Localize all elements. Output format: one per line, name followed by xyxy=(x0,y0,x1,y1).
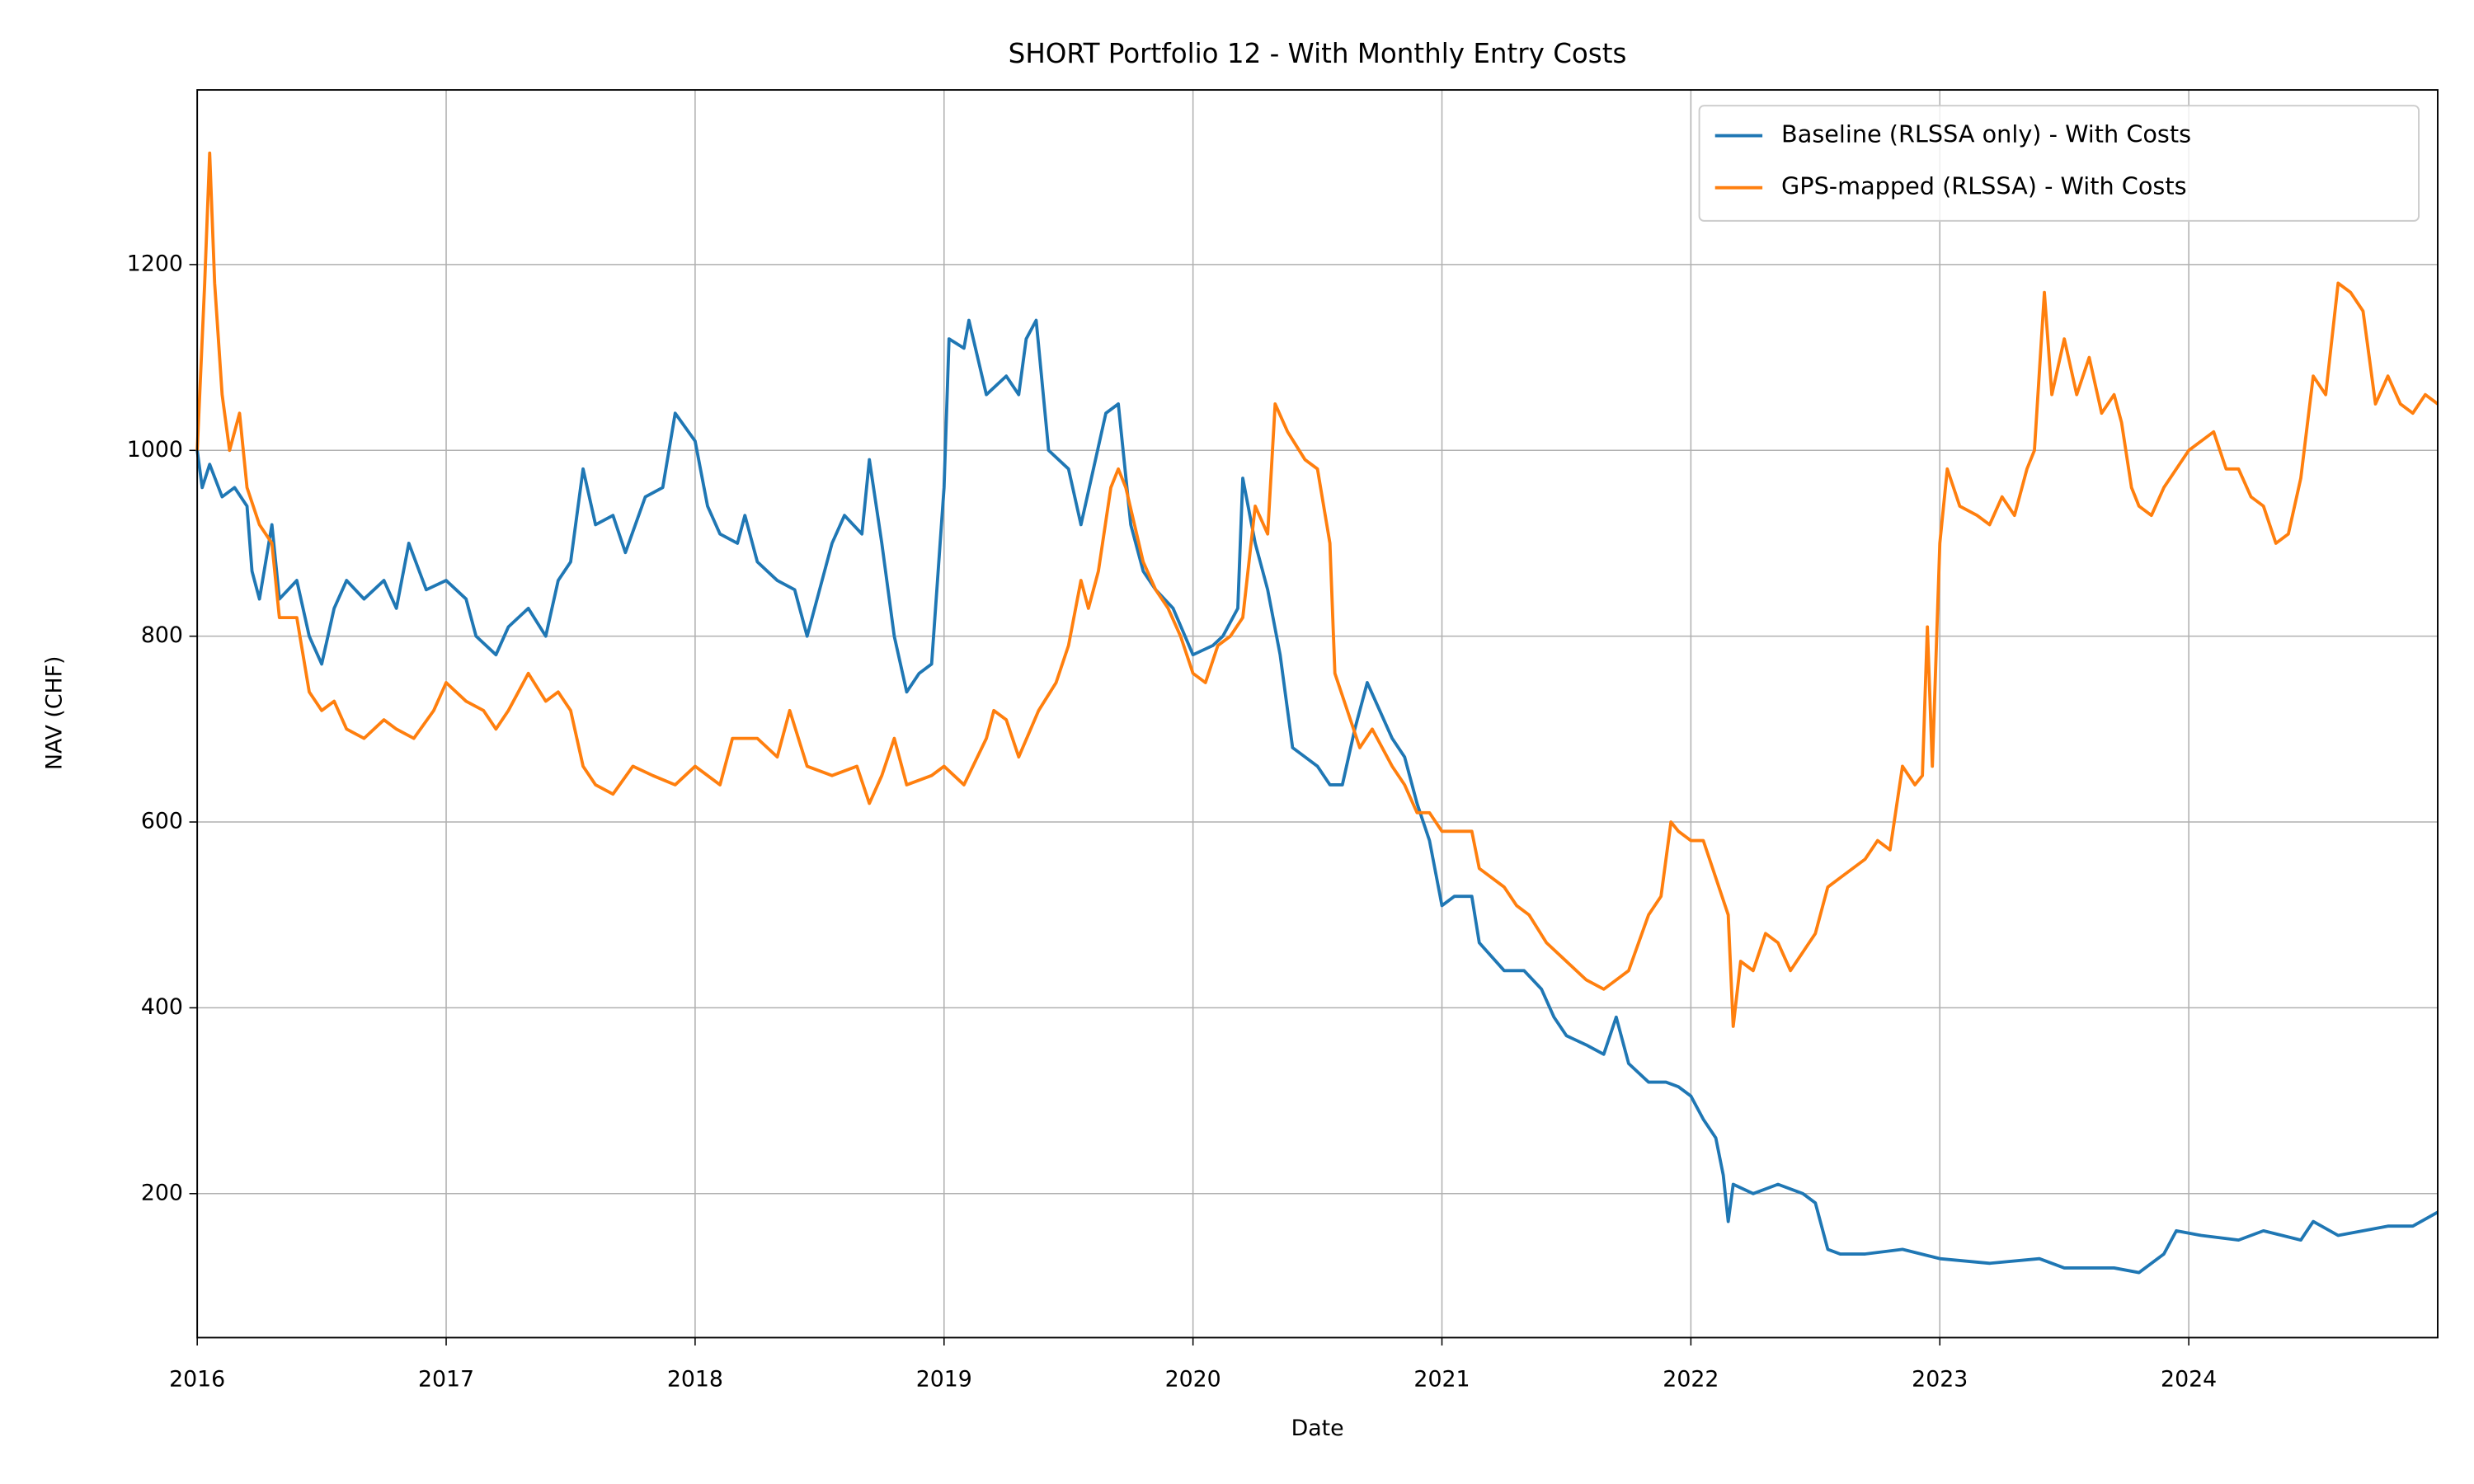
x-tick-label: 2023 xyxy=(1912,1367,1968,1392)
legend-box xyxy=(1698,105,2420,222)
y-tick-label: 1200 xyxy=(127,251,183,276)
y-tick-label: 400 xyxy=(141,994,183,1020)
legend-label: Baseline (RLSSA only) - With Costs xyxy=(1781,120,2191,148)
legend: Baseline (RLSSA only) - With Costs GPS-ma… xyxy=(1698,105,2420,222)
y-tick-label: 800 xyxy=(141,622,183,648)
y-tick-label: 200 xyxy=(141,1180,183,1205)
chart-title: SHORT Portfolio 12 - With Monthly Entry … xyxy=(1009,38,1627,69)
y-axis-label: NAV (CHF) xyxy=(41,656,67,771)
x-tick-label: 2021 xyxy=(1413,1367,1470,1392)
plot-frame xyxy=(196,89,2439,1339)
x-tick-label: 2019 xyxy=(916,1367,972,1392)
x-axis-label: Date xyxy=(1291,1416,1344,1441)
y-tick-label: 1000 xyxy=(127,437,183,463)
x-tick-label: 2016 xyxy=(169,1367,225,1392)
series-line xyxy=(195,318,2439,1275)
x-tick-label: 2020 xyxy=(1165,1367,1221,1392)
series-line xyxy=(195,151,2439,1028)
legend-label: GPS-mapped (RLSSA) - With Costs xyxy=(1781,172,2186,200)
x-tick-label: 2024 xyxy=(2161,1367,2217,1392)
x-tick-label: 2018 xyxy=(667,1367,723,1392)
y-tick-label: 600 xyxy=(141,809,183,834)
x-tick-label: 2022 xyxy=(1663,1367,1719,1392)
grid xyxy=(196,90,2438,1338)
x-tick-label: 2017 xyxy=(418,1367,474,1392)
